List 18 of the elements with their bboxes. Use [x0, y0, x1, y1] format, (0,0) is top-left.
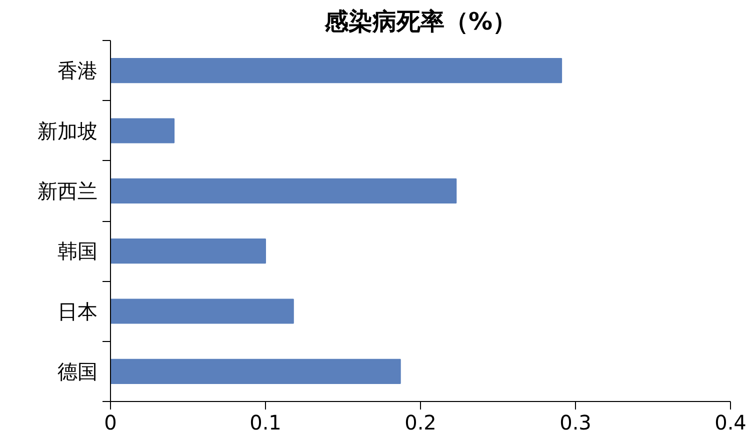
x-tick-label: 0 — [104, 410, 117, 432]
bar — [110, 58, 562, 84]
y-tick-label: 德国 — [58, 359, 98, 384]
y-tick-label: 新西兰 — [38, 178, 98, 203]
bar — [110, 118, 175, 144]
chart-title: 感染病死率（%） — [323, 8, 517, 36]
x-tick-label: 0.2 — [404, 410, 436, 432]
y-tick-label: 日本 — [58, 299, 98, 324]
bar — [110, 298, 294, 324]
bar — [110, 238, 266, 264]
y-tick-label: 新加坡 — [38, 118, 98, 143]
bar — [110, 358, 401, 384]
y-tick-label: 香港 — [58, 58, 98, 83]
y-tick-label: 韩国 — [58, 239, 98, 264]
x-tick-label: 0.3 — [560, 410, 592, 432]
x-tick-label: 0.1 — [250, 410, 282, 432]
bar — [110, 178, 457, 204]
x-tick-label: 0.4 — [714, 410, 746, 432]
